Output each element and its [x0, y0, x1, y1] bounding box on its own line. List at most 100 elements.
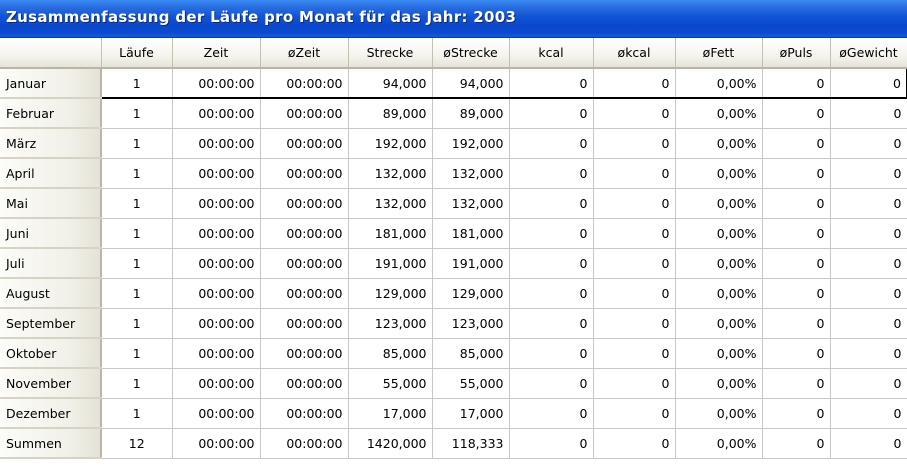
cell-avg-kcal[interactable]: 0 — [593, 67, 676, 99]
cell-zeit[interactable]: 00:00:00 — [172, 368, 261, 399]
row-header[interactable]: November — [0, 368, 102, 399]
cell-kcal[interactable]: 0 — [509, 188, 594, 219]
cell-avg-kcal[interactable]: 0 — [593, 128, 676, 159]
table-row[interactable]: Oktober 1 00:00:00 00:00:00 85,000 85,000 0 0 0,… — [0, 338, 907, 369]
table-row[interactable]: Juli 1 00:00:00 00:00:00 191,000 191,000 0 0 0,0… — [0, 248, 907, 279]
cell-kcal[interactable]: 0 — [509, 218, 594, 249]
cell-avg-strecke[interactable]: 123,000 — [432, 308, 510, 339]
cell-avg-strecke[interactable]: 94,000 — [432, 67, 510, 99]
cell-avg-zeit[interactable]: 00:00:00 — [260, 67, 349, 99]
cell-avg-strecke[interactable]: 89,000 — [432, 98, 510, 129]
row-header[interactable]: August — [0, 278, 102, 309]
row-header[interactable]: Juli — [0, 248, 102, 279]
cell-avg-gewicht[interactable]: 0 — [830, 128, 907, 159]
row-header[interactable]: Mai — [0, 188, 102, 219]
cell-avg-kcal[interactable]: 0 — [593, 218, 676, 249]
cell-avg-puls[interactable]: 0 — [762, 218, 831, 249]
cell-kcal[interactable]: 0 — [509, 308, 594, 339]
cell-zeit[interactable]: 00:00:00 — [172, 128, 261, 159]
cell-zeit[interactable]: 00:00:00 — [172, 158, 261, 189]
cell-strecke[interactable]: 1420,000 — [348, 428, 433, 459]
cell-zeit[interactable]: 00:00:00 — [172, 67, 261, 99]
cell-avg-strecke[interactable]: 192,000 — [432, 128, 510, 159]
cell-avg-kcal[interactable]: 0 — [593, 398, 676, 429]
cell-avg-puls[interactable]: 0 — [762, 338, 831, 369]
cell-avg-strecke[interactable]: 132,000 — [432, 158, 510, 189]
cell-avg-puls[interactable]: 0 — [762, 308, 831, 339]
cell-laeufe[interactable]: 1 — [101, 128, 173, 159]
cell-avg-fett[interactable]: 0,00% — [675, 158, 763, 189]
cell-avg-zeit[interactable]: 00:00:00 — [260, 248, 349, 279]
row-header[interactable]: Januar — [0, 68, 102, 99]
cell-strecke[interactable]: 123,000 — [348, 308, 433, 339]
table-row[interactable]: November 1 00:00:00 00:00:00 55,000 55,000 0 0 0… — [0, 368, 907, 399]
cell-avg-strecke[interactable]: 55,000 — [432, 368, 510, 399]
cell-kcal[interactable]: 0 — [509, 338, 594, 369]
cell-avg-fett[interactable]: 0,00% — [675, 188, 763, 219]
cell-avg-kcal[interactable]: 0 — [593, 188, 676, 219]
cell-avg-gewicht[interactable]: 0 — [830, 368, 907, 399]
cell-avg-fett[interactable]: 0,00% — [675, 248, 763, 279]
cell-avg-puls[interactable]: 0 — [762, 188, 831, 219]
cell-avg-fett[interactable]: 0,00% — [675, 368, 763, 399]
cell-avg-zeit[interactable]: 00:00:00 — [260, 128, 349, 159]
cell-avg-kcal[interactable]: 0 — [593, 98, 676, 129]
column-header-zeit[interactable]: Zeit — [172, 38, 261, 69]
cell-avg-zeit[interactable]: 00:00:00 — [260, 308, 349, 339]
cell-avg-zeit[interactable]: 00:00:00 — [260, 368, 349, 399]
cell-laeufe[interactable]: 1 — [101, 278, 173, 309]
cell-kcal[interactable]: 0 — [509, 67, 594, 99]
cell-strecke[interactable]: 85,000 — [348, 338, 433, 369]
cell-avg-fett[interactable]: 0,00% — [675, 398, 763, 429]
cell-strecke[interactable]: 132,000 — [348, 158, 433, 189]
table-row[interactable]: August 1 00:00:00 00:00:00 129,000 129,000 0 0 0… — [0, 278, 907, 309]
cell-avg-fett[interactable]: 0,00% — [675, 218, 763, 249]
cell-avg-gewicht[interactable]: 0 — [830, 308, 907, 339]
cell-avg-gewicht[interactable]: 0 — [830, 218, 907, 249]
cell-laeufe[interactable]: 1 — [101, 218, 173, 249]
cell-zeit[interactable]: 00:00:00 — [172, 248, 261, 279]
column-header-avg-puls[interactable]: øPuls — [762, 38, 831, 69]
cell-kcal[interactable]: 0 — [509, 278, 594, 309]
column-header-avg-gewicht[interactable]: øGewicht — [830, 38, 907, 69]
cell-avg-gewicht[interactable]: 0 — [830, 338, 907, 369]
cell-avg-zeit[interactable]: 00:00:00 — [260, 218, 349, 249]
cell-avg-puls[interactable]: 0 — [762, 248, 831, 279]
cell-avg-fett[interactable]: 0,00% — [675, 128, 763, 159]
cell-kcal[interactable]: 0 — [509, 158, 594, 189]
row-header[interactable]: Oktober — [0, 338, 102, 369]
cell-avg-strecke[interactable]: 191,000 — [432, 248, 510, 279]
cell-avg-fett[interactable]: 0,00% — [675, 338, 763, 369]
cell-laeufe[interactable]: 1 — [101, 398, 173, 429]
cell-avg-gewicht[interactable]: 0 — [830, 428, 907, 459]
column-header-kcal[interactable]: kcal — [509, 38, 594, 69]
cell-avg-zeit[interactable]: 00:00:00 — [260, 428, 349, 459]
cell-avg-strecke[interactable]: 132,000 — [432, 188, 510, 219]
cell-strecke[interactable]: 89,000 — [348, 98, 433, 129]
cell-avg-strecke[interactable]: 85,000 — [432, 338, 510, 369]
cell-avg-gewicht[interactable]: 0 — [830, 98, 907, 129]
cell-avg-gewicht[interactable]: 0 — [830, 278, 907, 309]
cell-avg-puls[interactable]: 0 — [762, 428, 831, 459]
cell-strecke[interactable]: 17,000 — [348, 398, 433, 429]
cell-avg-fett[interactable]: 0,00% — [675, 98, 763, 129]
cell-laeufe[interactable]: 1 — [101, 98, 173, 129]
table-row[interactable]: Mai 1 00:00:00 00:00:00 132,000 132,000 0 0 0,00… — [0, 188, 907, 219]
cell-avg-fett[interactable]: 0,00% — [675, 67, 763, 99]
table-row[interactable]: Februar 1 00:00:00 00:00:00 89,000 89,000 0 0 0,… — [0, 98, 907, 129]
cell-kcal[interactable]: 0 — [509, 128, 594, 159]
row-header[interactable]: Februar — [0, 98, 102, 129]
cell-avg-kcal[interactable]: 0 — [593, 368, 676, 399]
cell-zeit[interactable]: 00:00:00 — [172, 278, 261, 309]
cell-avg-zeit[interactable]: 00:00:00 — [260, 338, 349, 369]
cell-laeufe[interactable]: 1 — [101, 248, 173, 279]
cell-avg-gewicht[interactable]: 0 — [830, 398, 907, 429]
cell-avg-kcal[interactable]: 0 — [593, 338, 676, 369]
cell-zeit[interactable]: 00:00:00 — [172, 308, 261, 339]
cell-avg-kcal[interactable]: 0 — [593, 278, 676, 309]
row-header[interactable]: September — [0, 308, 102, 339]
cell-laeufe[interactable]: 1 — [101, 308, 173, 339]
cell-avg-puls[interactable]: 0 — [762, 128, 831, 159]
cell-strecke[interactable]: 94,000 — [348, 67, 433, 99]
title-bar[interactable]: Zusammenfassung der Läufe pro Monat für … — [0, 0, 907, 38]
